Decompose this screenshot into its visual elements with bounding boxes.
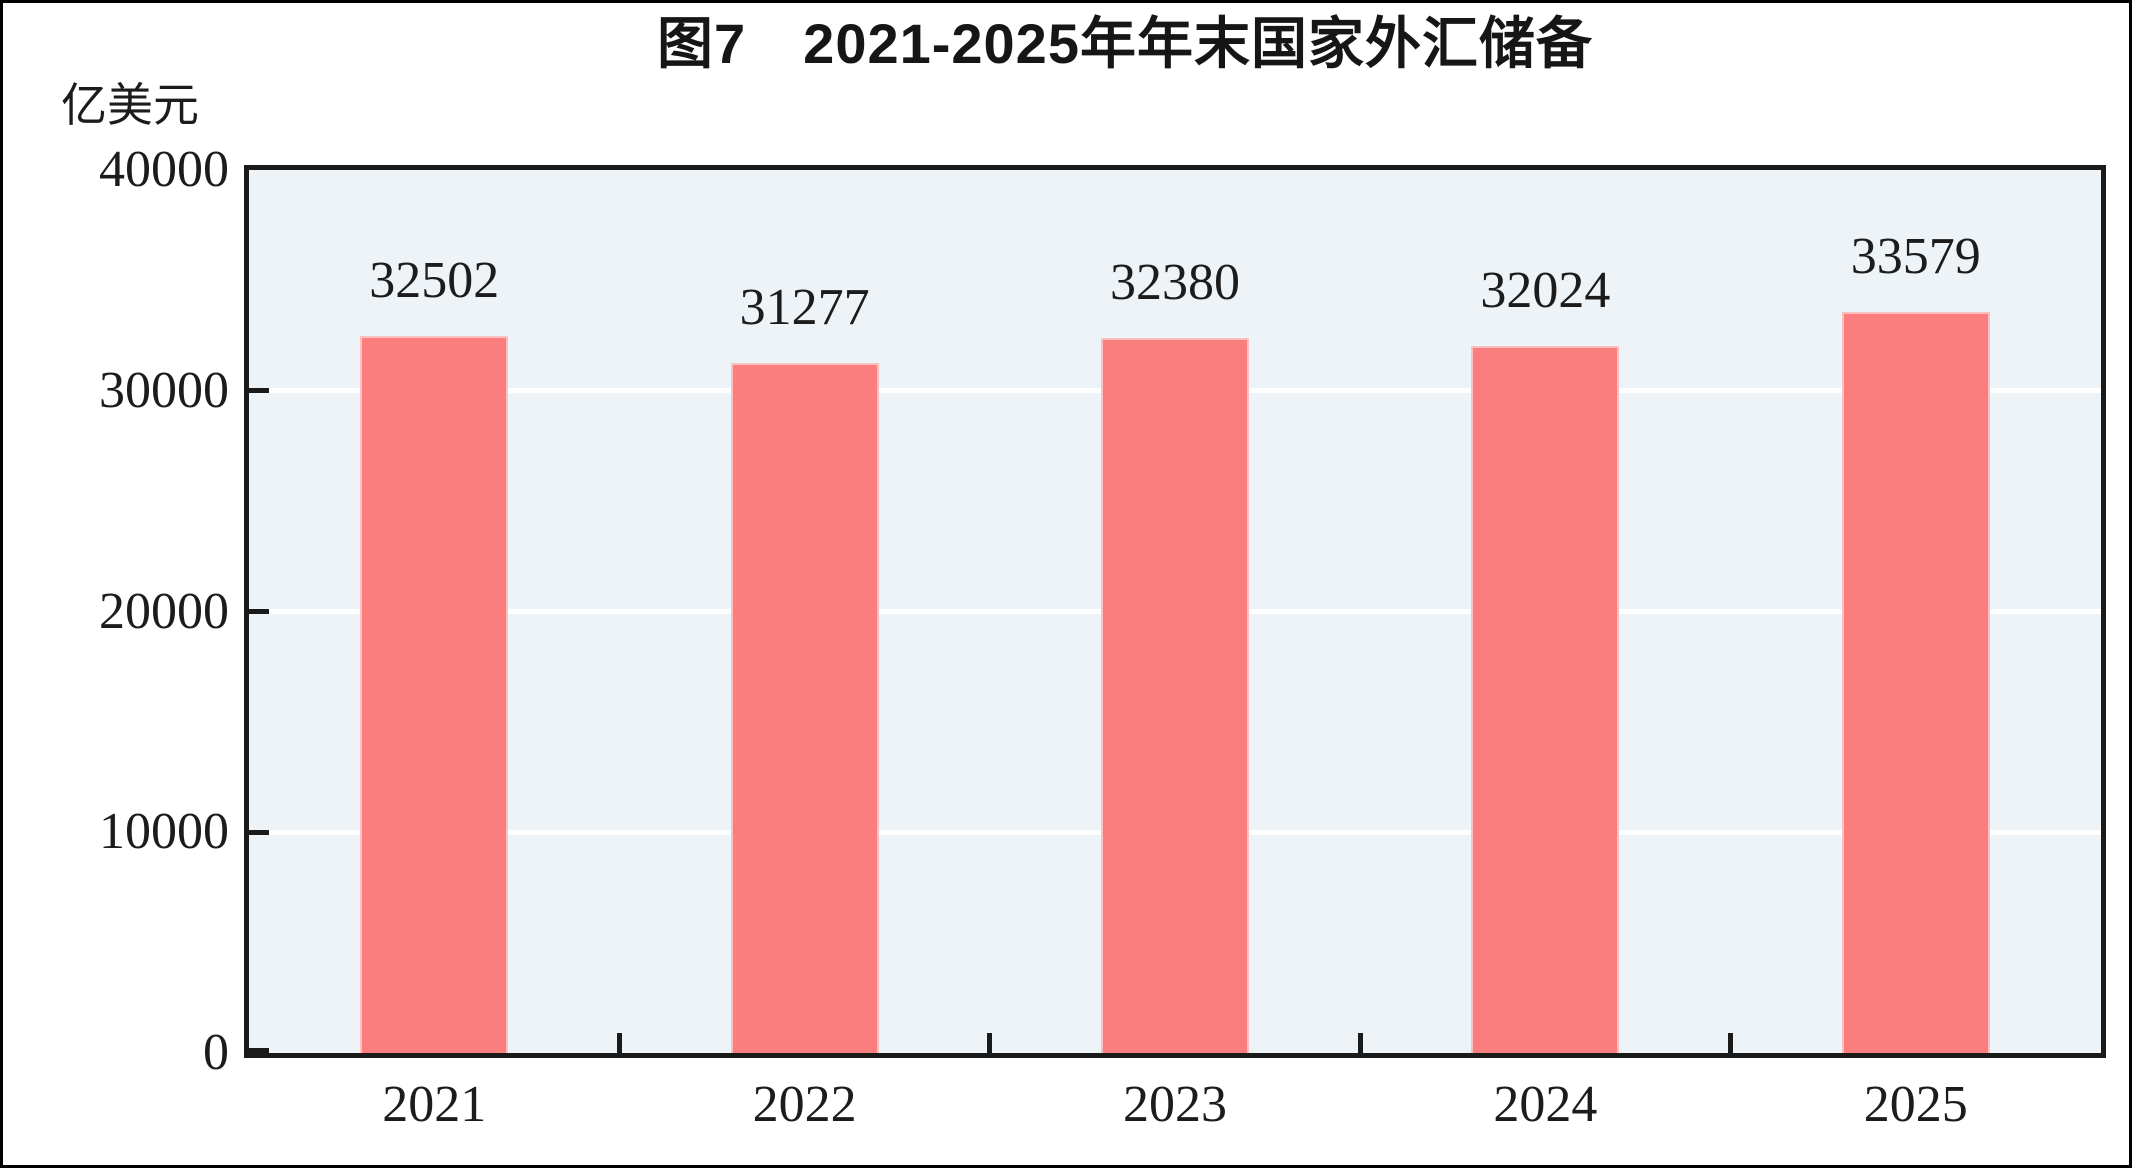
bar-value-label-2024: 32024 [1480,262,1611,320]
bar-value-label-2023: 32380 [1110,254,1240,312]
bar-2021 [360,335,509,1053]
x-axis-label-2025: 2025 [1863,1076,1968,1133]
x-axis-label-2022: 2022 [752,1076,857,1133]
x-axis-tick-4 [1728,1033,1734,1053]
y-axis-tick-0 [249,1048,269,1053]
y-axis-tick-label-30000: 30000 [99,361,229,419]
bar-2022 [730,362,879,1053]
bar-2024 [1471,346,1620,1053]
bar-value-label-2022: 31277 [739,278,870,336]
y-axis-tick-30000 [249,388,269,394]
bar-2023 [1101,338,1249,1053]
x-axis-tick-3 [1357,1033,1363,1053]
bar-value-label-2021: 32502 [369,251,500,309]
y-axis-tick-label-40000: 40000 [99,141,229,198]
y-axis-tick-label-10000: 10000 [99,803,229,861]
y-axis-tick-10000 [249,829,269,835]
plot-area: 32502 31277 32380 32024 33579 [244,165,2106,1058]
x-axis-label-2021: 2021 [382,1076,487,1133]
x-axis-label-2024: 2024 [1493,1076,1598,1133]
x-axis-tick-2 [987,1033,993,1053]
y-axis-tick-20000 [249,609,269,614]
chart-title: 图7 2021-2025年年末国家外汇储备 [657,12,1593,75]
bar-value-label-2025: 33579 [1850,227,1981,285]
x-axis-label-2023: 2023 [1123,1076,1227,1133]
y-axis-unit-label: 亿美元 [61,80,199,131]
x-axis-tick-1 [616,1033,622,1053]
y-axis-tick-label-20000: 20000 [99,582,229,640]
bar-2025 [1841,311,1990,1053]
y-axis-tick-label-0: 0 [203,1024,229,1081]
